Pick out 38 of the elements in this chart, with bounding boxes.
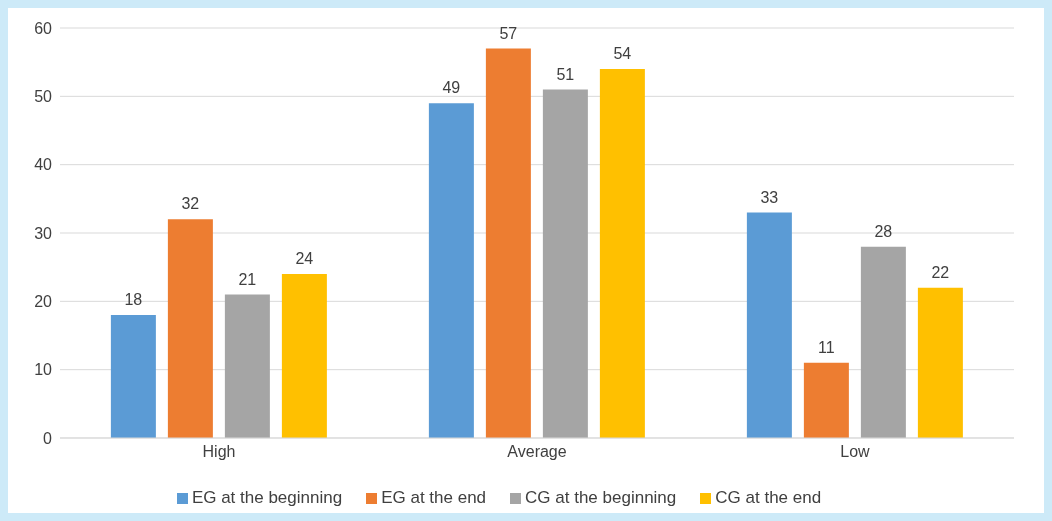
legend-label: CG at the end bbox=[715, 488, 822, 507]
data-label: 54 bbox=[613, 45, 632, 62]
bar bbox=[860, 246, 906, 438]
bar bbox=[542, 89, 588, 438]
x-tick-label: Low bbox=[840, 443, 871, 461]
data-label: 11 bbox=[818, 338, 835, 356]
data-label: 24 bbox=[295, 250, 314, 267]
bar bbox=[281, 274, 327, 438]
y-tick-label: 20 bbox=[34, 293, 53, 311]
data-label: 21 bbox=[238, 270, 257, 288]
bar bbox=[803, 362, 849, 438]
bar bbox=[746, 212, 792, 438]
y-tick-label: 40 bbox=[34, 156, 53, 174]
x-tick-label: Average bbox=[507, 443, 567, 461]
legend-label: EG at the end bbox=[381, 488, 487, 507]
bar bbox=[110, 315, 156, 438]
y-tick-label: 10 bbox=[34, 361, 53, 379]
legend-label: EG at the beginning bbox=[191, 488, 343, 507]
data-label: 51 bbox=[556, 65, 575, 83]
x-tick-label: High bbox=[202, 443, 236, 461]
data-label: 49 bbox=[442, 79, 461, 97]
y-tick-label: 60 bbox=[34, 19, 53, 37]
data-label: 22 bbox=[931, 263, 950, 281]
y-tick-label: 30 bbox=[34, 224, 53, 242]
y-tick-label: 0 bbox=[43, 429, 53, 447]
bar bbox=[485, 48, 531, 438]
bar bbox=[917, 287, 963, 438]
data-label: 57 bbox=[499, 24, 518, 42]
data-label: 28 bbox=[874, 222, 893, 240]
data-label: 18 bbox=[124, 291, 143, 308]
data-label: 33 bbox=[760, 188, 779, 206]
y-tick-label: 50 bbox=[34, 88, 53, 106]
legend-label: CG at the beginning bbox=[525, 488, 677, 507]
bar bbox=[167, 219, 213, 438]
bar bbox=[224, 294, 270, 438]
bar bbox=[599, 69, 645, 438]
data-label: 32 bbox=[181, 195, 200, 213]
bar bbox=[428, 103, 474, 438]
